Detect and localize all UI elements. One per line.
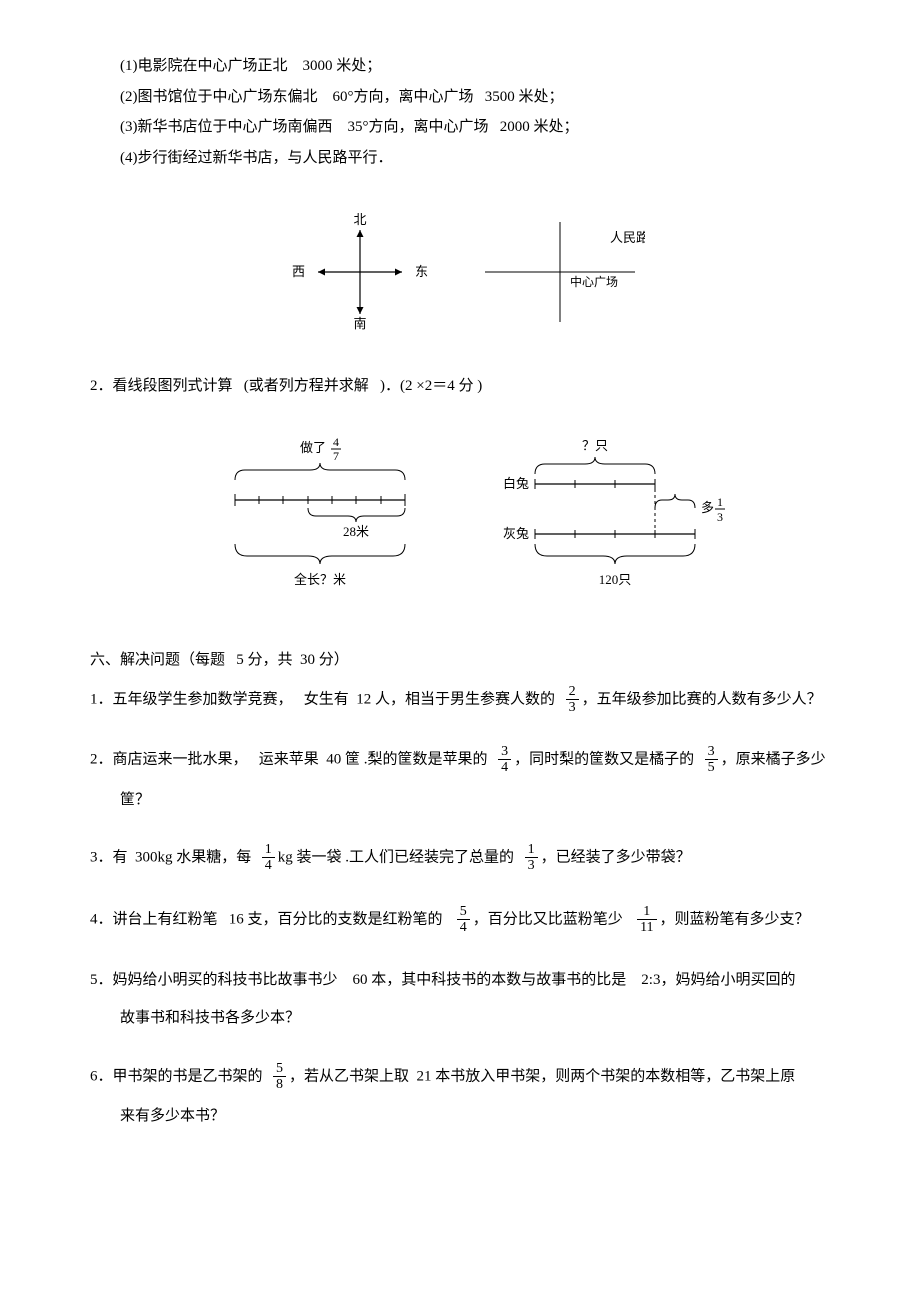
ld-left-bottom: 全长？米 xyxy=(294,572,346,587)
center-label: 中心广场 xyxy=(570,274,618,289)
ld-left-top-prefix: 做了 xyxy=(300,440,326,455)
ld-left-mid: 28米 xyxy=(343,524,369,539)
p6-b: ，若从乙书架上取 xyxy=(289,1068,409,1084)
intro-item-3: (3)新华书店位于中心广场南偏西 35°方向，离中心广场 2000 米处； xyxy=(120,113,840,142)
intro-item-4: (4)步行街经过新华书店，与人民路平行． xyxy=(120,144,840,173)
compass-diagram: 北 南 东 西 xyxy=(285,212,435,332)
compass-n: 北 xyxy=(353,212,366,227)
p1-frac: 23 xyxy=(566,684,579,716)
p3-c: kg 装一袋 .工人们已经装完了总量的 xyxy=(278,849,514,865)
p2-d: ，同时梨的筐数又是橘子的 xyxy=(514,751,694,767)
p3-n: 3． xyxy=(90,849,113,865)
p4-d: ，则蓝粉笔有多少支？ xyxy=(660,911,810,927)
p1-b: 女生有 xyxy=(304,691,349,707)
ld-right-top: ？只 xyxy=(582,438,608,453)
section-6-title: 六、解决问题（每题 5 分，共 30 分） xyxy=(90,646,840,675)
p6-d: 来有多少本书？ xyxy=(120,1108,225,1124)
p3-d: ，已经装了多少带袋？ xyxy=(541,849,691,865)
intro-3-t: 新华书店位于中心广场南偏西 xyxy=(138,119,333,135)
p2-frac1: 34 xyxy=(498,744,511,776)
p3-frac2: 13 xyxy=(525,842,538,874)
intro-3-n: (3) xyxy=(120,119,138,135)
p4-c: ，百分比又比蓝粉笔少 xyxy=(473,911,623,927)
problem-2-cont: 筐？ xyxy=(90,786,840,815)
problem-1: 1．五年级学生参加数学竞赛， 女生有 12 人，相当于男生参赛人数的 23，五年… xyxy=(90,684,840,716)
problem-4: 4．讲台上有红粉笔 16 支，百分比的支数是红粉笔的 54，百分比又比蓝粉笔少 … xyxy=(90,904,840,936)
intro-2-n: (2) xyxy=(120,89,138,105)
p4-frac2: 111 xyxy=(637,904,656,936)
ld-right-extra-prefix: 多 xyxy=(701,500,714,515)
compass-s: 南 xyxy=(353,316,366,331)
problem-5-cont: 故事书和科技书各多少本？ xyxy=(90,1004,840,1033)
ld-right-grey: 灰兔 xyxy=(503,526,529,541)
p2-frac2: 35 xyxy=(705,744,718,776)
problem-6: 6．甲书架的书是乙书架的 58，若从乙书架上取 21 本书放入甲书架，则两个书架… xyxy=(90,1061,840,1093)
intro-item-2: (2)图书馆位于中心广场东偏北 60°方向，离中心广场 3500 米处； xyxy=(120,83,840,112)
intro-1-t: 电影院在中心广场正北 xyxy=(138,58,288,74)
p4-b: 16 支，百分比的支数是红粉笔的 xyxy=(229,911,443,927)
p6-c: 21 本书放入甲书架，则两个书架的本数相等，乙书架上原 xyxy=(417,1068,796,1084)
p5-a: 妈妈给小明买的科技书比故事书少 xyxy=(113,972,338,988)
p4-a: 讲台上有红粉笔 xyxy=(113,911,218,927)
problem-2: 2．商店运来一批水果， 运来苹果 40 筐 .梨的筐数是苹果的 34，同时梨的筐… xyxy=(90,744,840,776)
renmin-diagram: 人民路 中心广场 xyxy=(475,212,645,332)
ld-left-top-num: 4 xyxy=(333,436,339,449)
p3-frac1: 14 xyxy=(262,842,275,874)
p6-n: 6． xyxy=(90,1068,113,1084)
problem-6-cont: 来有多少本书？ xyxy=(90,1102,840,1131)
ld-right-white: 白兔 xyxy=(503,476,529,491)
line-diagrams: 做了 4 7 28米 全长？米 ？只 白兔 xyxy=(90,436,840,616)
p6-a: 甲书架的书是乙书架的 xyxy=(113,1068,263,1084)
compass-row: 北 南 东 西 人民路 中心广场 xyxy=(90,212,840,332)
p5-n: 5． xyxy=(90,972,113,988)
p2-c: 40 筐 .梨的筐数是苹果的 xyxy=(326,751,487,767)
s6-p2: 30 分） xyxy=(300,652,349,668)
intro-1-v: 3000 米处； xyxy=(303,58,382,74)
ld-right-extra-num: 1 xyxy=(717,495,723,509)
p5-d: 故事书和科技书各多少本？ xyxy=(120,1010,300,1026)
p2-f: 筐？ xyxy=(120,792,150,808)
p2-n: 2． xyxy=(90,751,113,767)
intro-list: (1)电影院在中心广场正北 3000 米处； (2)图书馆位于中心广场东偏北 6… xyxy=(90,52,840,172)
problem-3: 3．有 300kg 水果糖，每 14kg 装一袋 .工人们已经装完了总量的 13… xyxy=(90,842,840,874)
p5-b: 60 本，其中科技书的本数与故事书的比是 xyxy=(353,972,627,988)
ld-right-bottom: 120只 xyxy=(599,572,632,587)
p5-c: 2:3，妈妈给小明买回的 xyxy=(641,972,795,988)
compass-w: 西 xyxy=(292,264,305,279)
intro-4-n: (4) xyxy=(120,150,138,166)
p1-d: ，五年级参加比赛的人数有多少人？ xyxy=(582,691,822,707)
intro-3-v2: 2000 米处； xyxy=(500,119,579,135)
intro-2-v2: 3500 米处； xyxy=(485,89,564,105)
s6-p1: 5 分，共 xyxy=(236,652,292,668)
p1-n: 1． xyxy=(90,691,113,707)
p4-n: 4． xyxy=(90,911,113,927)
intro-2-v1: 60°方向，离中心广场 xyxy=(333,89,474,105)
p3-a: 有 xyxy=(113,849,128,865)
ld-right-extra-den: 3 xyxy=(717,510,723,524)
intro-2-t: 图书馆位于中心广场东偏北 xyxy=(138,89,318,105)
line-diagram-right: ？只 白兔 多 1 3 灰兔 120只 xyxy=(475,436,725,616)
intro-3-v1: 35°方向，离中心广场 xyxy=(348,119,489,135)
intro-1-n: (1) xyxy=(120,58,138,74)
compass-e: 东 xyxy=(415,264,428,279)
p2-a: 商店运来一批水果， xyxy=(113,751,248,767)
p3-b: 300kg 水果糖，每 xyxy=(135,849,251,865)
p2-b: 运来苹果 xyxy=(259,751,319,767)
p6-frac: 58 xyxy=(273,1061,286,1093)
line-diagram-left: 做了 4 7 28米 全长？米 xyxy=(205,436,435,606)
p2-e: ，原来橘子多少 xyxy=(721,751,826,767)
intro-item-1: (1)电影院在中心广场正北 3000 米处； xyxy=(120,52,840,81)
ld-left-top-den: 7 xyxy=(333,449,339,463)
s6-t: 六、解决问题（每题 xyxy=(90,652,225,668)
problem-5: 5．妈妈给小明买的科技书比故事书少 60 本，其中科技书的本数与故事书的比是 2… xyxy=(90,966,840,995)
p1-c: 12 人，相当于男生参赛人数的 xyxy=(356,691,555,707)
q2-mid: (或者列方程并求解 xyxy=(244,378,369,394)
q2-prefix: 2．看线段图列式计算 xyxy=(90,378,233,394)
p1-a: 五年级学生参加数学竞赛， xyxy=(113,691,293,707)
p4-frac1: 54 xyxy=(457,904,470,936)
q2-heading: 2．看线段图列式计算 (或者列方程并求解 )．(2 ×2＝4 分 ) xyxy=(90,372,840,401)
q2-suffix: )．(2 ×2＝4 分 ) xyxy=(380,378,482,394)
intro-4-t: 步行街经过新华书店，与人民路平行． xyxy=(138,150,393,166)
renmin-label: 人民路 xyxy=(610,230,645,245)
